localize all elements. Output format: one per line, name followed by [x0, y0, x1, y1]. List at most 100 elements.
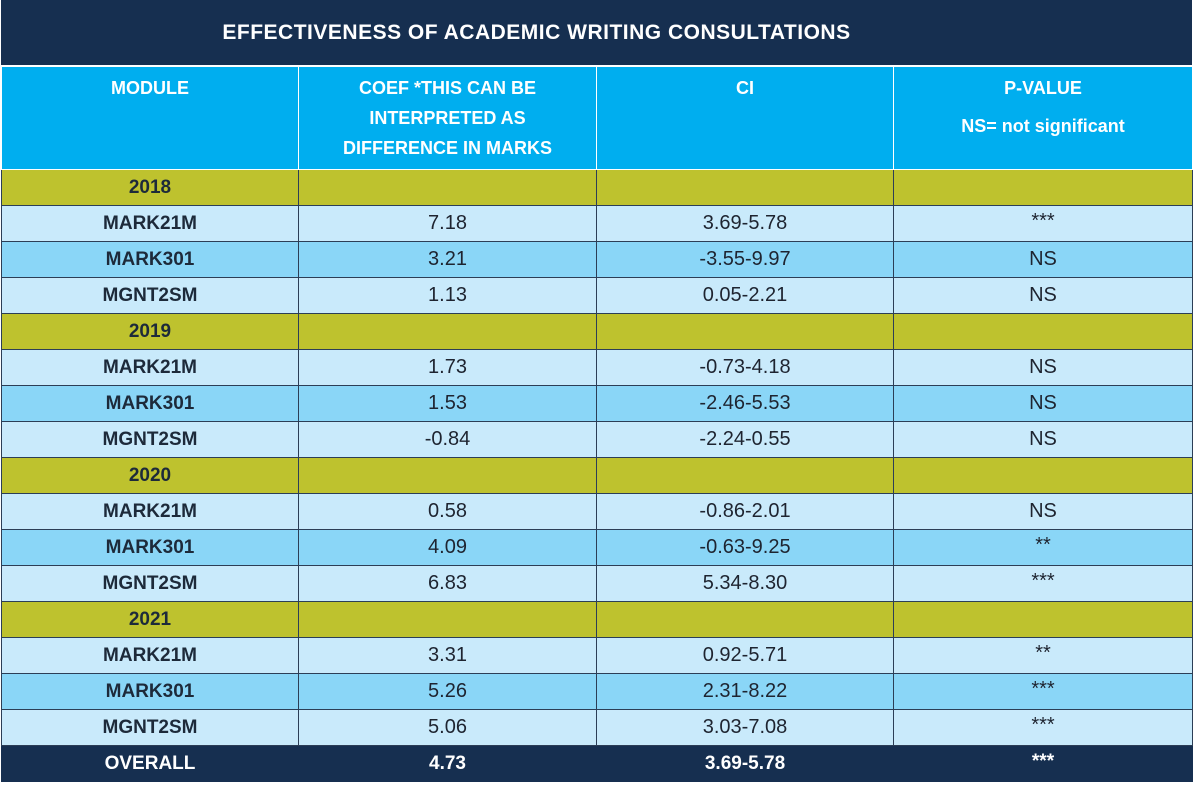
year-empty-cell [596, 601, 894, 638]
table-title: EFFECTIVENESS OF ACADEMIC WRITING CONSUL… [1, 0, 1192, 66]
overall-row: OVERALL 4.73 3.69-5.78 *** [1, 745, 1193, 782]
significance-stars: *** [1031, 750, 1055, 772]
significance-stars: *** [1031, 570, 1055, 592]
significance-stars: ** [1035, 642, 1051, 664]
pvalue-cell: NS [893, 277, 1193, 314]
year-label: 2021 [1, 601, 299, 638]
header-coef-line-2: INTERPRETED AS [369, 108, 526, 128]
module-cell: MARK21M [1, 205, 299, 242]
overall-label: OVERALL [1, 745, 299, 782]
year-label: 2020 [1, 457, 299, 494]
coef-cell: 6.83 [298, 565, 597, 602]
pvalue-cell: *** [893, 709, 1193, 746]
coef-cell: -0.84 [298, 421, 597, 458]
ci-cell: -0.63-9.25 [596, 529, 894, 566]
coef-cell: 3.31 [298, 637, 597, 674]
coef-cell: 5.06 [298, 709, 597, 746]
pvalue-cell: NS [893, 241, 1193, 278]
table-row: MARK21M 0.58 -0.86-2.01 NS [1, 493, 1193, 530]
module-cell: MARK301 [1, 385, 299, 422]
pvalue-cell: *** [893, 745, 1193, 782]
year-empty-cell [298, 457, 597, 494]
year-row: 2019 [1, 313, 1193, 350]
ci-cell: -2.24-0.55 [596, 421, 894, 458]
module-cell: MARK21M [1, 493, 299, 530]
significance-stars: *** [1031, 714, 1055, 736]
coef-cell: 1.73 [298, 349, 597, 386]
coef-cell: 4.09 [298, 529, 597, 566]
year-row: 2020 [1, 457, 1193, 494]
significance-stars: ** [1035, 534, 1051, 556]
coef-cell: 1.53 [298, 385, 597, 422]
table-row: MGNT2SM 1.13 0.05-2.21 NS [1, 277, 1193, 314]
significance-stars: *** [1031, 678, 1055, 700]
header-pvalue-note: NS= not significant [961, 116, 1125, 136]
year-empty-cell [596, 457, 894, 494]
module-cell: MGNT2SM [1, 709, 299, 746]
year-empty-cell [893, 457, 1193, 494]
table-row: MARK301 4.09 -0.63-9.25 ** [1, 529, 1193, 566]
ci-cell: 0.92-5.71 [596, 637, 894, 674]
table-row: MARK21M 7.18 3.69-5.78 *** [1, 205, 1193, 242]
year-empty-cell [893, 313, 1193, 350]
module-cell: MARK301 [1, 241, 299, 278]
year-row: 2021 [1, 601, 1193, 638]
coef-cell: 5.26 [298, 673, 597, 710]
header-module: MODULE [1, 66, 299, 170]
table-row: MARK21M 1.73 -0.73-4.18 NS [1, 349, 1193, 386]
table-body: 2018 MARK21M 7.18 3.69-5.78 *** MARK301 3.21 -3… [1, 169, 1193, 782]
results-table: MODULE COEF *THIS CAN BE INTERPRETED AS … [1, 66, 1193, 782]
results-table-container: EFFECTIVENESS OF ACADEMIC WRITING CONSUL… [1, 0, 1193, 782]
year-empty-cell [298, 601, 597, 638]
header-coef-line-1: COEF *THIS CAN BE [358, 78, 536, 98]
pvalue-cell: NS [893, 385, 1193, 422]
table-row: MARK301 5.26 2.31-8.22 *** [1, 673, 1193, 710]
ci-cell: -0.86-2.01 [596, 493, 894, 530]
header-row: MODULE COEF *THIS CAN BE INTERPRETED AS … [1, 66, 1193, 170]
ci-cell: 5.34-8.30 [596, 565, 894, 602]
table-row: MARK301 1.53 -2.46-5.53 NS [1, 385, 1193, 422]
year-label: 2019 [1, 313, 299, 350]
coef-cell: 0.58 [298, 493, 597, 530]
ci-cell: 2.31-8.22 [596, 673, 894, 710]
year-empty-cell [893, 601, 1193, 638]
pvalue-cell: *** [893, 205, 1193, 242]
coef-cell: 1.13 [298, 277, 597, 314]
module-cell: MARK21M [1, 349, 299, 386]
year-label: 2018 [1, 169, 299, 206]
coef-cell: 7.18 [298, 205, 597, 242]
module-cell: MGNT2SM [1, 277, 299, 314]
pvalue-cell: ** [893, 529, 1193, 566]
year-row: 2018 [1, 169, 1193, 206]
ci-cell: -2.46-5.53 [596, 385, 894, 422]
header-pvalue: P-VALUE NS= not significant [893, 66, 1193, 170]
overall-coef: 4.73 [298, 745, 597, 782]
header-ci: CI [596, 66, 894, 170]
year-empty-cell [893, 169, 1193, 206]
ci-cell: -0.73-4.18 [596, 349, 894, 386]
module-cell: MARK301 [1, 529, 299, 566]
overall-ci: 3.69-5.78 [596, 745, 894, 782]
header-coef: COEF *THIS CAN BE INTERPRETED AS DIFFERE… [298, 66, 597, 170]
pvalue-cell: *** [893, 565, 1193, 602]
table-row: MARK301 3.21 -3.55-9.97 NS [1, 241, 1193, 278]
ci-cell: -3.55-9.97 [596, 241, 894, 278]
pvalue-cell: NS [893, 493, 1193, 530]
ci-cell: 0.05-2.21 [596, 277, 894, 314]
header-pvalue-label: P-VALUE [1004, 78, 1082, 98]
ci-cell: 3.03-7.08 [596, 709, 894, 746]
year-empty-cell [596, 313, 894, 350]
ci-cell: 3.69-5.78 [596, 205, 894, 242]
module-cell: MARK21M [1, 637, 299, 674]
year-empty-cell [298, 169, 597, 206]
table-row: MGNT2SM -0.84 -2.24-0.55 NS [1, 421, 1193, 458]
table-row: MGNT2SM 6.83 5.34-8.30 *** [1, 565, 1193, 602]
significance-stars: *** [1031, 210, 1055, 232]
table-row: MGNT2SM 5.06 3.03-7.08 *** [1, 709, 1193, 746]
coef-cell: 3.21 [298, 241, 597, 278]
year-empty-cell [298, 313, 597, 350]
table-row: MARK21M 3.31 0.92-5.71 ** [1, 637, 1193, 674]
header-coef-line-3: DIFFERENCE IN MARKS [342, 138, 552, 158]
module-cell: MARK301 [1, 673, 299, 710]
module-cell: MGNT2SM [1, 565, 299, 602]
